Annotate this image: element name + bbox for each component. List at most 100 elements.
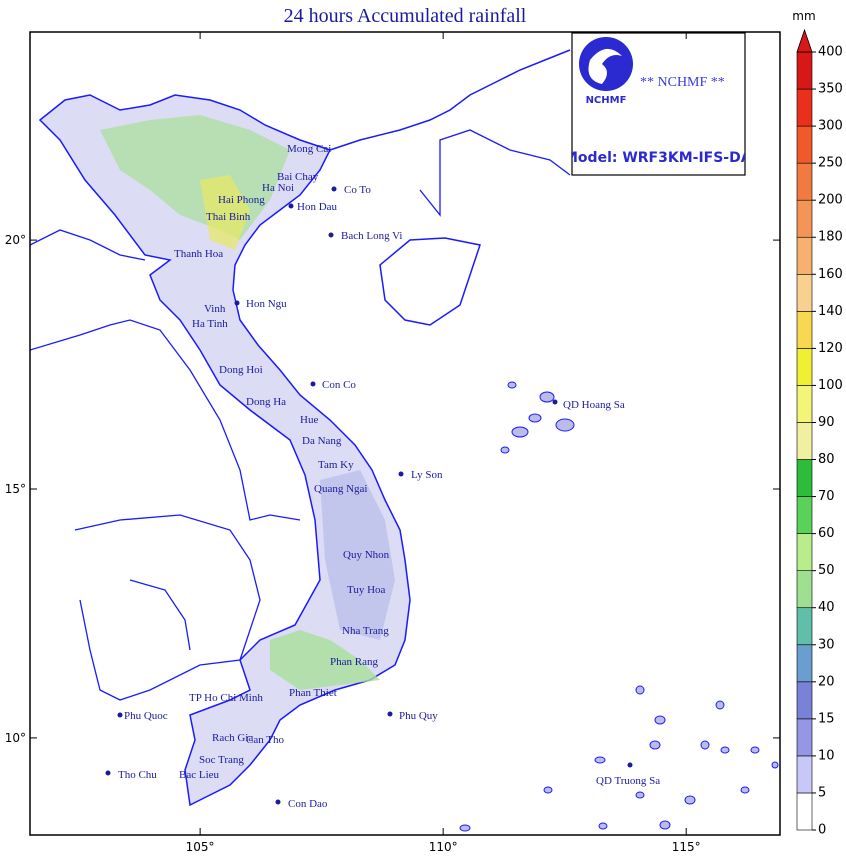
place-label: Soc Trang [199,754,244,766]
place-label: Quy Nhon [343,549,390,561]
place-label: Da Nang [302,435,342,447]
place-dot [105,770,111,776]
place-label: Con Co [322,379,356,391]
colorbar-label: 30 [818,637,835,652]
place-label: Dong Hoi [219,364,263,376]
colorbar-bin [796,422,813,460]
colorbar-label: 0 [818,823,826,838]
x-tick-label: 110° [429,840,458,854]
place-label: Phan Rang [330,656,378,668]
coastline [329,49,571,151]
place-label: Hon Ngu [246,298,287,310]
colorbar-extend [796,28,813,53]
logo-emblem-mark [588,48,622,84]
islands [459,381,779,832]
colorbar-bin [796,273,813,312]
place-label: Hue [300,414,318,426]
colorbar-bin [796,125,813,164]
place-label: QD Hoang Sa [563,399,625,411]
place-label: Ly Son [411,469,443,481]
place-dot [288,203,294,209]
place-label: Hai Phong [218,194,265,206]
place-label: Con Dao [288,798,328,810]
place-dot [387,711,393,717]
place-dot [627,762,633,768]
colorbar-bin [796,311,813,349]
logo-emblem [579,37,633,91]
y-tick-label: 20° [5,233,26,247]
colorbar-label: 10 [818,748,835,763]
colorbar-label: 15 [818,711,835,726]
model-name: Model: WRF3KM-IFS-DA [564,150,752,166]
colorbar-bin [796,644,813,683]
colorbar-bin [796,607,813,646]
place-label: Thai Binh [206,211,251,223]
coastline [419,129,571,217]
colorbar-bin [796,88,813,127]
place-label: Tho Chu [118,769,157,781]
place-label: QD Truong Sa [596,775,660,787]
colorbar-label: 70 [818,489,835,504]
place-label: Dong Ha [246,396,286,408]
place-label: Tuy Hoa [347,584,386,596]
colorbar-label: 350 [818,82,843,97]
colorbar-bin [796,348,813,386]
place-dot [275,799,281,805]
place-label: Rach Gia [212,732,253,744]
place-label: Ha Noi [262,182,294,194]
colorbar-label: 80 [818,452,835,467]
river [129,579,191,651]
colorbar-label: 5 [818,785,826,800]
place-label: Phan Thiet [289,687,337,699]
colorbar-label: 50 [818,563,835,578]
place-dot [310,381,316,387]
border [30,319,301,521]
colorbar-label: 180 [818,230,843,245]
colorbar-label: 40 [818,600,835,615]
colorbar-bin [796,236,813,275]
hainan-island [379,237,481,326]
place-label: Quang Ngai [314,483,367,495]
colorbar-bin [796,459,813,497]
place-label: Hon Dau [297,201,338,213]
place-label: Ha Tinh [192,318,228,330]
colorbar-bin [796,385,813,423]
place-label: Co To [344,184,371,196]
logo-short: NCHMF [586,95,627,106]
border [30,229,146,261]
land-rainfall [38,94,411,807]
colorbar-label: 60 [818,526,835,541]
colorbar-bin [796,496,813,534]
colorbar-label: 140 [818,304,843,319]
place-label: Mong Cai [287,143,331,155]
colorbar-label: 160 [818,267,843,282]
place-label: TP Ho Chi Minh [189,692,263,704]
colorbar-label: 400 [818,45,843,60]
colorbar-bin [796,570,813,609]
rain-patch [320,470,395,640]
colorbar-bin [796,681,813,720]
place-label: Bai Chay [277,171,319,183]
place-dot [234,300,240,306]
place-label: Bach Long Vi [341,230,402,242]
colorbar-label: 100 [818,378,843,393]
colorbar-label: 300 [818,119,843,134]
colorbar-label: 250 [818,156,843,171]
y-tick-label: 10° [5,731,26,745]
colorbar-bin [796,162,813,201]
place-dot [331,186,337,192]
colorbar-bin [796,199,813,238]
place-dot [328,232,334,238]
colorbar-bin [796,755,813,794]
x-tick-label: 115° [672,840,701,854]
colorbar-bin [796,792,813,831]
y-tick-label: 15° [5,482,26,496]
colorbar-bin [796,533,813,571]
place-dot [117,712,123,718]
colorbar-label: 120 [818,341,843,356]
map-title: 24 hours Accumulated rainfall [284,5,527,27]
place-label: Phu Quoc [124,710,168,722]
logo-box: NCHMF ** NCHMF ** Model: WRF3KM-IFS-DA [564,32,752,176]
place-dot [552,399,558,405]
